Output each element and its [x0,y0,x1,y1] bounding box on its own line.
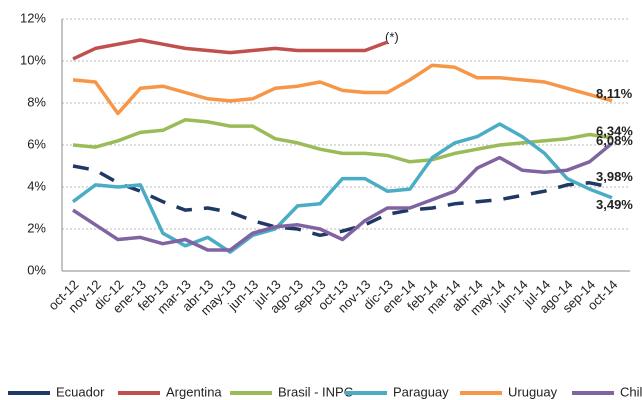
legend-label: Uruguay [508,384,558,399]
y-tick-label: 4% [27,178,46,193]
legend-label: Argentina [166,384,222,399]
legend-label: Brasil - INPC [278,384,353,399]
series-line [72,141,614,252]
legend-label: Paraguay [393,384,449,399]
value-label: 3,49% [596,197,633,212]
series-line [72,38,389,61]
series-line [72,118,613,164]
value-label: 6,08% [596,133,633,148]
series-line [72,164,613,238]
y-tick-label: 6% [27,136,46,151]
annotation: (*) [385,29,399,44]
legend-label: Chile [620,384,642,399]
y-tick-label: 10% [20,52,46,67]
y-tick-label: 0% [27,262,46,277]
value-label: 6,34% [596,123,633,138]
legend-label: Ecuador [56,384,105,399]
y-tick-label: 2% [27,220,46,235]
value-label: 8,11% [596,86,633,101]
y-tick-label: 12% [20,10,46,25]
y-tick-label: 8% [27,94,46,109]
series-line [72,63,613,116]
value-label: 3,98% [596,169,633,184]
series-line [71,122,613,254]
